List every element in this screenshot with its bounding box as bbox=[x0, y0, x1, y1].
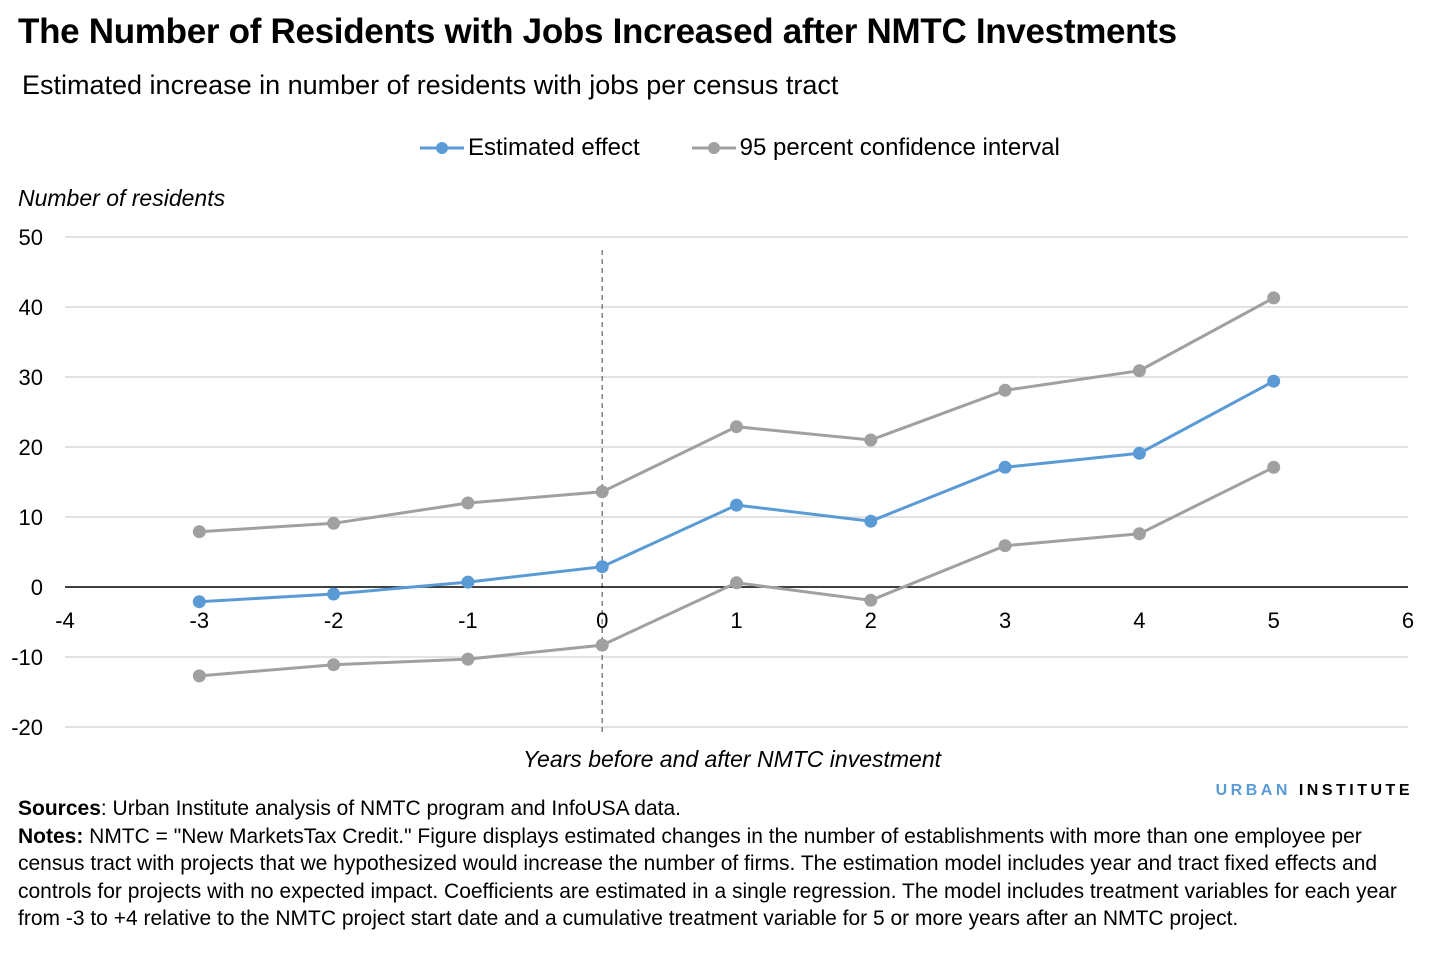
data-point bbox=[192, 669, 206, 683]
y-tick-label: -10 bbox=[11, 645, 43, 670]
data-point bbox=[1132, 364, 1146, 378]
legend: Estimated effect 95 percent confidence i… bbox=[420, 134, 1060, 162]
data-point bbox=[864, 514, 878, 528]
data-point bbox=[1132, 527, 1146, 541]
series-line bbox=[199, 296, 1275, 534]
data-point bbox=[1267, 291, 1281, 305]
y-tick-label: 20 bbox=[19, 435, 43, 460]
data-point bbox=[1267, 460, 1281, 474]
urban-institute-logo: URBAN INSTITUTE bbox=[1215, 782, 1413, 799]
legend-item-ci: 95 percent confidence interval bbox=[691, 134, 1060, 162]
data-point bbox=[595, 560, 609, 574]
legend-label: 95 percent confidence interval bbox=[739, 134, 1060, 161]
x-tick-label: 1 bbox=[730, 608, 742, 633]
x-tick-label: -3 bbox=[190, 608, 210, 633]
data-point bbox=[595, 485, 609, 499]
data-point bbox=[998, 460, 1012, 474]
series-line bbox=[199, 465, 1275, 678]
y-tick-label: 30 bbox=[19, 365, 43, 390]
y-tick-label: 10 bbox=[19, 505, 43, 530]
x-tick-label: 3 bbox=[999, 608, 1011, 633]
data-point bbox=[461, 575, 475, 589]
x-tick-label: -2 bbox=[324, 608, 344, 633]
x-tick-label: -4 bbox=[55, 608, 75, 633]
data-point bbox=[730, 576, 743, 590]
data-point bbox=[730, 498, 743, 512]
x-tick-label: 2 bbox=[865, 608, 877, 633]
data-point bbox=[595, 638, 609, 652]
notes-line: Notes: NMTC = "New MarketsTax Credit." F… bbox=[18, 824, 1397, 931]
data-point bbox=[327, 516, 341, 530]
data-point bbox=[998, 539, 1012, 553]
data-point bbox=[192, 595, 206, 609]
legend-marker-blue bbox=[420, 142, 464, 154]
data-point bbox=[461, 652, 475, 666]
legend-label: Estimated effect bbox=[468, 134, 640, 161]
chart-subtitle: Estimated increase in number of resident… bbox=[22, 70, 839, 100]
data-point bbox=[864, 593, 878, 607]
y-tick-label: 40 bbox=[19, 295, 43, 320]
data-point bbox=[327, 658, 341, 672]
x-tick-label: 5 bbox=[1268, 608, 1280, 633]
sources-line: Sources: Urban Institute analysis of NMT… bbox=[18, 797, 681, 820]
x-tick-label: 6 bbox=[1402, 608, 1414, 633]
x-tick-label: 0 bbox=[596, 608, 608, 633]
y-tick-label: -20 bbox=[11, 715, 43, 740]
chart-title: The Number of Residents with Jobs Increa… bbox=[18, 12, 1177, 51]
legend-marker-gray bbox=[691, 142, 736, 154]
y-tick-label: 0 bbox=[31, 575, 43, 600]
series-line bbox=[199, 379, 1275, 604]
y-axis-label: Number of residents bbox=[18, 185, 226, 211]
data-point bbox=[327, 587, 341, 601]
x-tick-label: -1 bbox=[458, 608, 478, 633]
data-point bbox=[1132, 446, 1146, 460]
data-point bbox=[998, 383, 1012, 397]
data-point bbox=[864, 433, 878, 447]
data-point bbox=[1267, 374, 1281, 388]
x-axis-label: Years before and after NMTC investment bbox=[522, 746, 942, 772]
data-point bbox=[730, 420, 743, 434]
data-point bbox=[461, 496, 475, 510]
notes: Sources: Urban Institute analysis of NMT… bbox=[18, 795, 1418, 933]
y-tick-label: 50 bbox=[19, 225, 43, 250]
legend-item-estimated: Estimated effect bbox=[420, 134, 640, 162]
x-tick-label: 4 bbox=[1133, 608, 1145, 633]
data-point bbox=[192, 525, 206, 539]
